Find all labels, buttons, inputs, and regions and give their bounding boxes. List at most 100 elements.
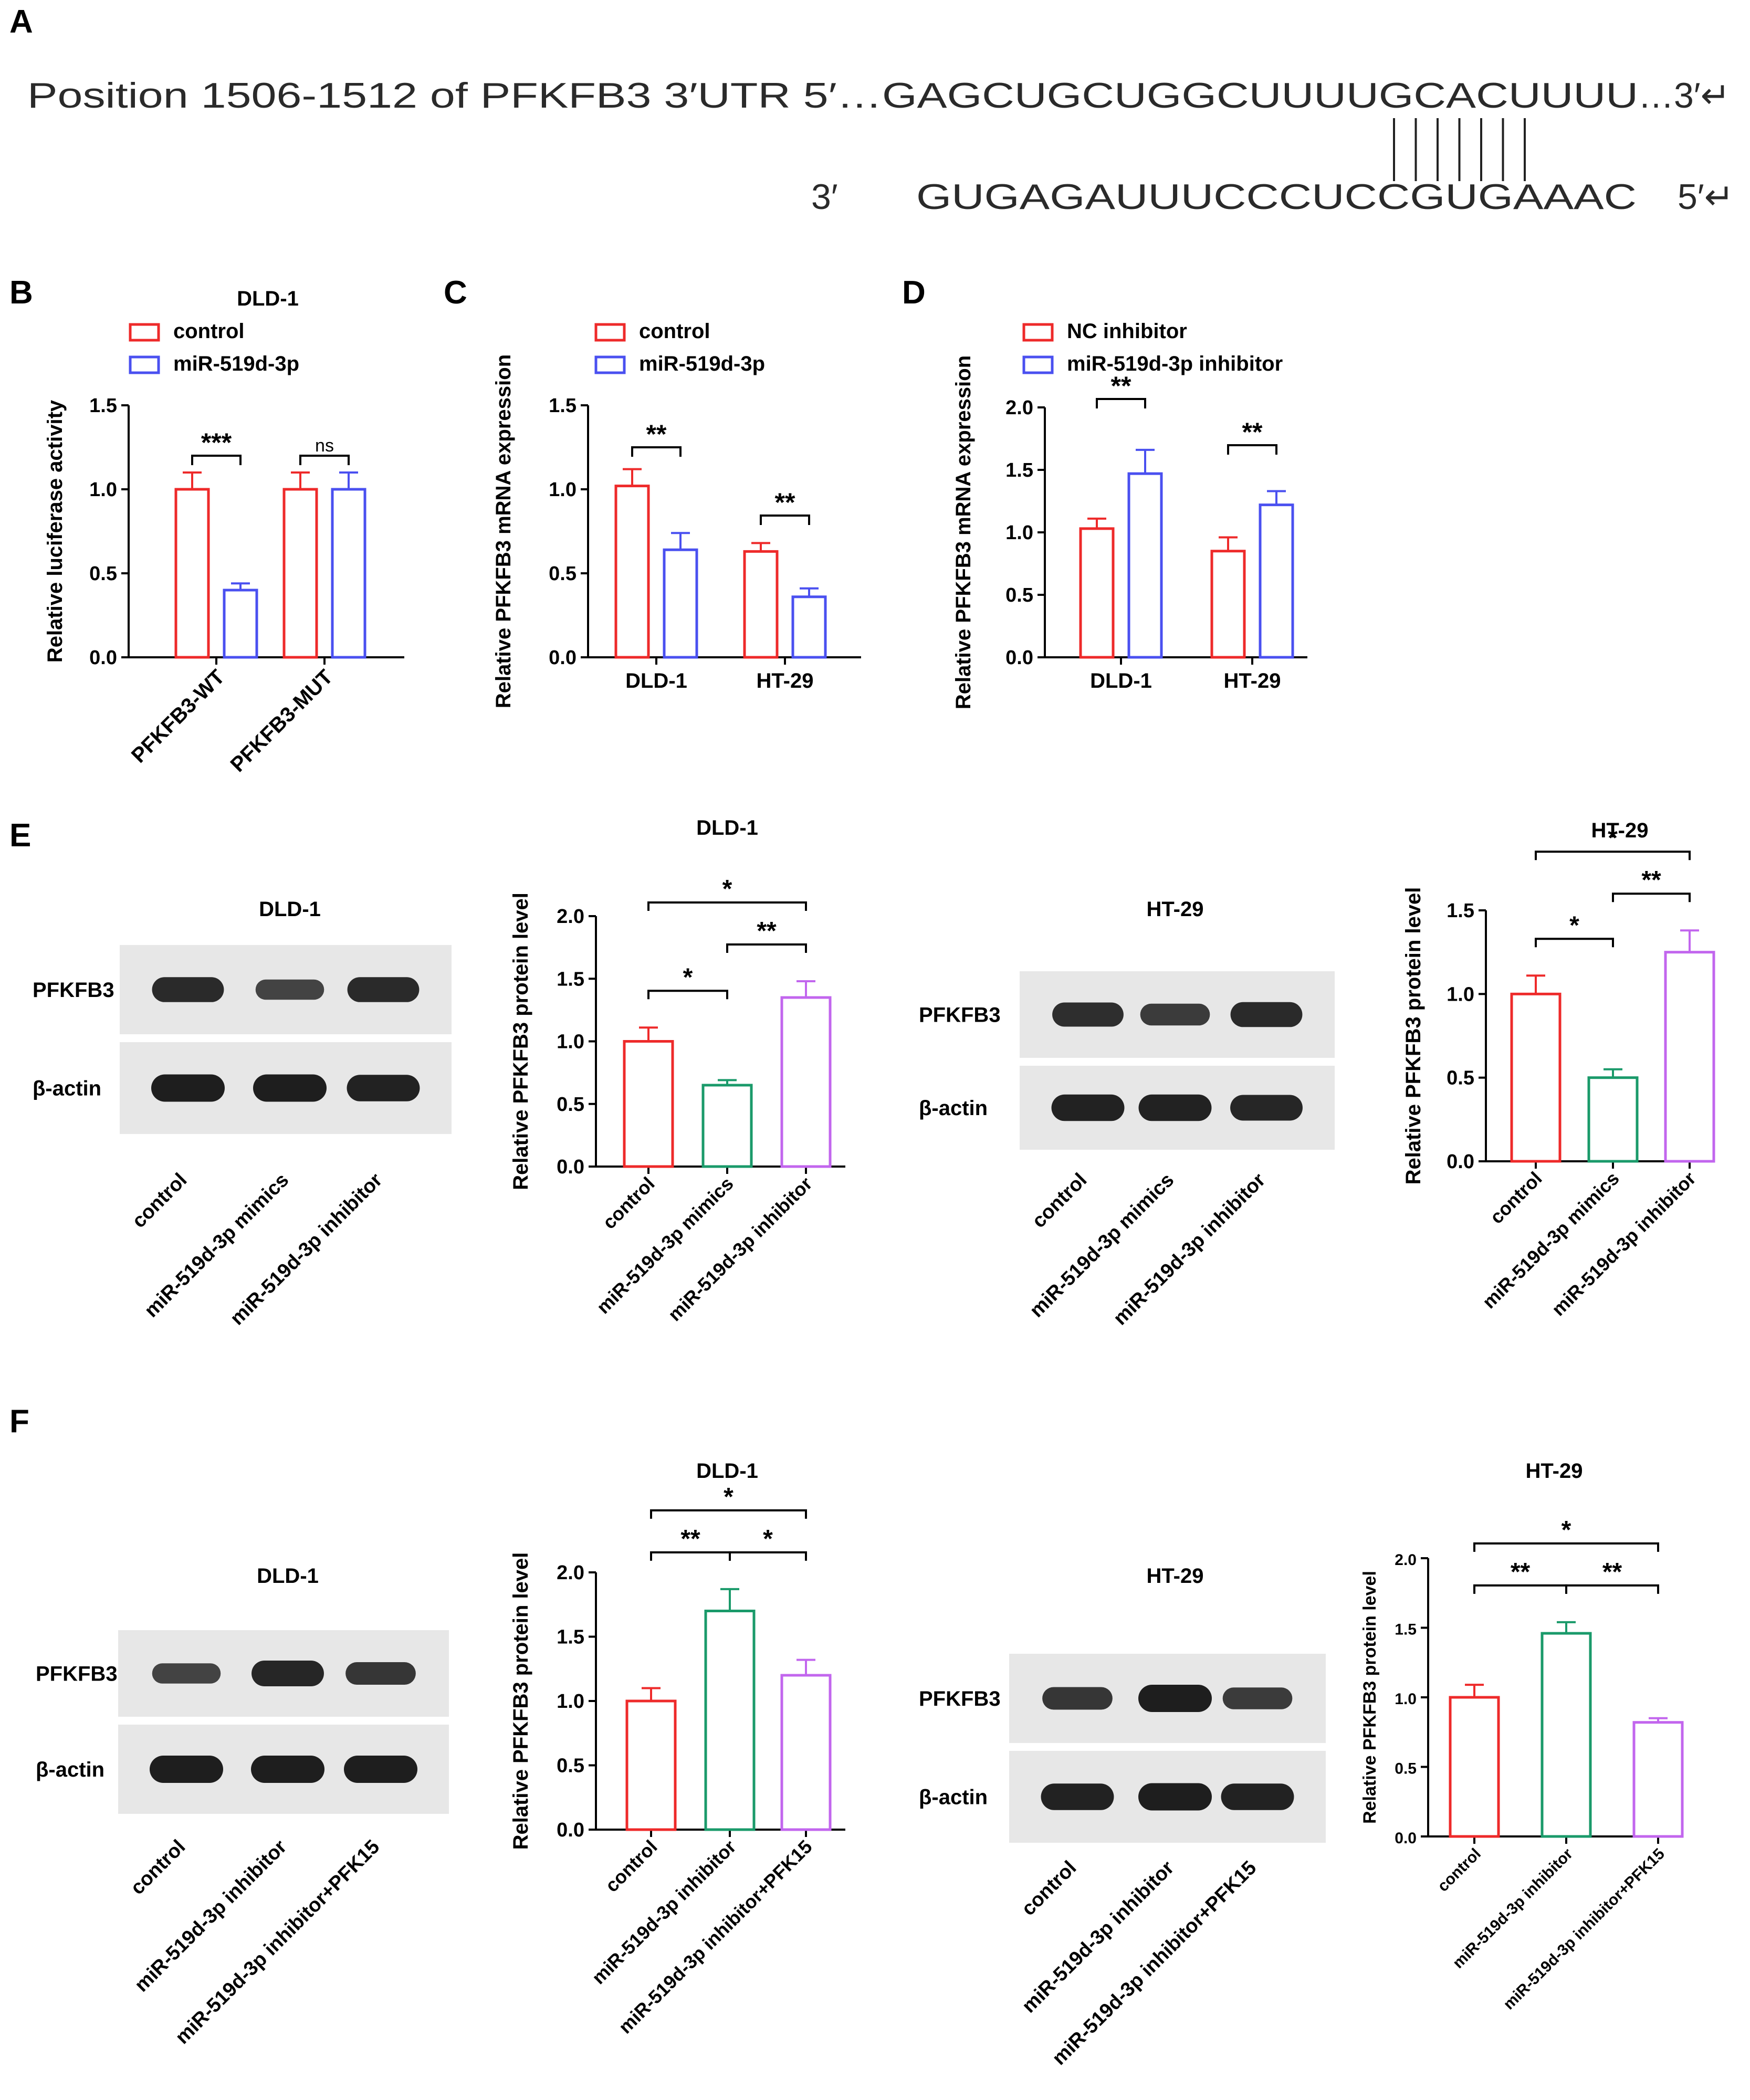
blot-title: HT-29 bbox=[1147, 898, 1204, 921]
y-tick-label: 1.5 bbox=[1005, 459, 1033, 481]
bar bbox=[282, 488, 318, 659]
blot-band bbox=[345, 1662, 416, 1685]
significance-bracket bbox=[1535, 938, 1614, 948]
x-category-label: PFKFB3-WT bbox=[127, 665, 229, 768]
significance-label: ns bbox=[315, 436, 334, 456]
blot-band bbox=[253, 1074, 327, 1102]
panel-letter-d: D bbox=[902, 275, 926, 311]
bar bbox=[1210, 550, 1246, 659]
base-pairing-lines bbox=[1393, 118, 1526, 181]
y-tick-label: 1.5 bbox=[89, 395, 117, 417]
significance-label: *** bbox=[201, 428, 232, 457]
blot-lane-label: miR-519d-3p inhibitor bbox=[1109, 1169, 1270, 1330]
panel-letter-f: F bbox=[9, 1403, 29, 1440]
significance-bracket bbox=[726, 943, 807, 953]
y-tick-label: 0.0 bbox=[1447, 1151, 1474, 1173]
x-category-label: miR-519d-3p inhibitor+PFK15 bbox=[1500, 1845, 1668, 2013]
significance-label: ** bbox=[646, 419, 667, 449]
y-tick-label: 1.5 bbox=[557, 1626, 584, 1648]
bar bbox=[614, 485, 650, 659]
bar bbox=[1259, 503, 1294, 659]
panel-letter-b: B bbox=[9, 275, 33, 311]
blot-band bbox=[255, 979, 324, 1000]
y-axis-label: Relative PFKFB3 mRNA expression bbox=[492, 354, 515, 708]
y-axis-label: Relative PFKFB3 protein level bbox=[1402, 887, 1425, 1185]
blot-lane-label: miR-519d-3p inhibitor bbox=[226, 1169, 386, 1330]
legend-label: NC inhibitor bbox=[1067, 320, 1187, 343]
blot-band bbox=[1221, 1783, 1294, 1810]
blot-band bbox=[1041, 1783, 1114, 1810]
significance-label: ** bbox=[1242, 417, 1263, 447]
chart-title: HT-29 bbox=[1591, 819, 1649, 842]
bar bbox=[1127, 472, 1163, 659]
x-category-label: miR-519d-3p mimics bbox=[1478, 1168, 1623, 1313]
blot-row-label: β-actin bbox=[33, 1077, 101, 1100]
chart-f2: HT-29 0.0 0.5 1.0 1.5 2.0 Relative PFKFB3 prot… bbox=[1360, 1460, 1684, 2013]
y-tick-label: 1.5 bbox=[557, 968, 584, 990]
significance-label: * bbox=[722, 875, 732, 903]
legend-label: miR-519d-3p bbox=[639, 352, 765, 375]
x-category-label: control bbox=[1434, 1845, 1484, 1895]
legend-swatch bbox=[594, 323, 626, 342]
chart-title: DLD-1 bbox=[696, 1460, 758, 1483]
panel-letter-e: E bbox=[9, 817, 31, 854]
x-category-label: DLD-1 bbox=[625, 669, 687, 692]
y-tick-label: 0.0 bbox=[1395, 1830, 1417, 1847]
y-tick-label: 1.0 bbox=[549, 479, 577, 501]
blot-title: DLD-1 bbox=[257, 1564, 319, 1588]
blot-lane-label: control bbox=[127, 1836, 190, 1899]
blot-band bbox=[150, 1756, 223, 1783]
blot-band bbox=[252, 1661, 324, 1686]
significance-bracket bbox=[299, 455, 350, 465]
significance-bracket bbox=[1473, 1584, 1567, 1594]
chart-e1: DLD-1 0.0 0.5 1.0 1.5 2.0 Relative PFKFB3 prot… bbox=[509, 816, 845, 1325]
y-tick-label: 0.0 bbox=[557, 1819, 584, 1841]
significance-label: * bbox=[1569, 911, 1579, 939]
bar bbox=[625, 1699, 677, 1831]
blot-title: HT-29 bbox=[1147, 1564, 1204, 1588]
y-tick-label: 0.5 bbox=[1395, 1760, 1417, 1778]
x-category-label: HT-29 bbox=[1224, 669, 1281, 692]
mirna-3-prime: 3′ bbox=[811, 177, 838, 217]
blot-band bbox=[1138, 1685, 1212, 1712]
blot-band bbox=[1052, 1002, 1124, 1027]
x-category-label: miR-519d-3p inhibitor bbox=[1547, 1168, 1700, 1320]
panel-letter-c: C bbox=[444, 275, 467, 311]
legend-swatch bbox=[594, 355, 626, 374]
y-tick-label: 2.0 bbox=[1395, 1551, 1417, 1569]
chart-title: DLD-1 bbox=[696, 816, 758, 839]
blot-band bbox=[1230, 1095, 1303, 1121]
blot-band bbox=[1140, 1003, 1210, 1026]
panel-letter-a: A bbox=[9, 4, 33, 40]
significance-bracket bbox=[191, 455, 242, 465]
bar bbox=[1079, 527, 1115, 659]
y-tick-label: 2.0 bbox=[557, 1562, 584, 1584]
x-category-label: miR-519d-3p mimics bbox=[592, 1173, 738, 1318]
blot-band bbox=[1138, 1094, 1212, 1121]
legend-swatch bbox=[129, 323, 160, 342]
y-tick-label: 0.0 bbox=[89, 647, 117, 669]
bar bbox=[1541, 1632, 1592, 1838]
y-tick-label: 1.5 bbox=[549, 395, 577, 417]
bar bbox=[1664, 951, 1715, 1163]
legend-swatch bbox=[129, 355, 160, 374]
blot-row-label: β-actin bbox=[919, 1097, 988, 1120]
sequence-suffix: …3′↵ bbox=[1638, 76, 1731, 116]
bar bbox=[1449, 1696, 1500, 1838]
y-tick-label: 1.0 bbox=[1005, 522, 1033, 544]
x-category-label: PFKFB3-MUT bbox=[226, 665, 338, 776]
y-tick-label: 1.0 bbox=[1447, 983, 1474, 1005]
x-category-label: control bbox=[598, 1173, 658, 1233]
y-tick-label: 0.0 bbox=[1005, 647, 1033, 669]
y-tick-label: 0.5 bbox=[549, 563, 577, 585]
x-category-label: miR-519d-3p inhibitor bbox=[588, 1836, 740, 1989]
x-category-label: control bbox=[601, 1836, 661, 1896]
bar bbox=[223, 589, 258, 659]
significance-bracket bbox=[1473, 1542, 1659, 1552]
significance-bracket bbox=[650, 1551, 731, 1561]
chart-title: HT-29 bbox=[1526, 1460, 1583, 1483]
y-tick-label: 0.5 bbox=[557, 1755, 584, 1777]
